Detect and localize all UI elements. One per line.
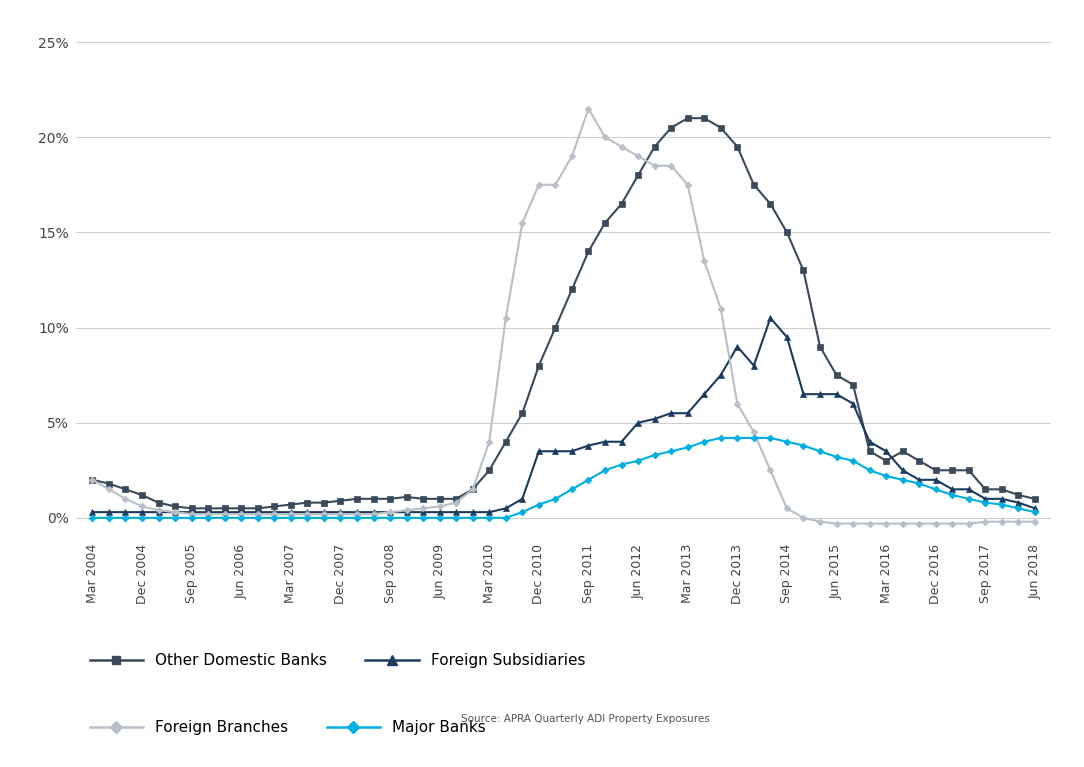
Legend: Foreign Branches, Major Banks: Foreign Branches, Major Banks [83, 714, 492, 742]
Text: Source: APRA Quarterly ADI Property Exposures: Source: APRA Quarterly ADI Property Expo… [461, 713, 709, 724]
